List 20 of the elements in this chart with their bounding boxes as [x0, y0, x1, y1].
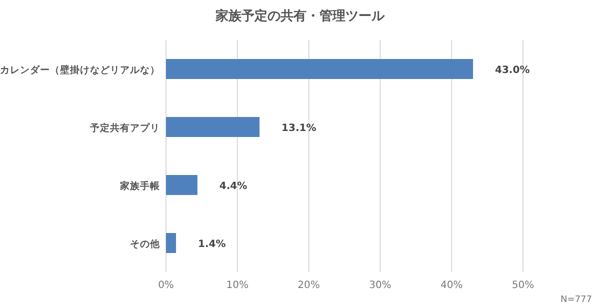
x-tick-label: 30%	[369, 280, 392, 291]
text: N=777	[560, 295, 592, 305]
bar	[166, 233, 176, 253]
x-tick-label: 10%	[226, 280, 249, 291]
y-tick-label: その他	[130, 238, 161, 250]
bar	[166, 117, 260, 137]
x-tick-label: 0%	[158, 280, 174, 291]
data-label: 13.1%	[282, 123, 316, 134]
data-label: 4.4%	[219, 181, 248, 192]
data-label: 43.0%	[495, 65, 530, 76]
data-label: 1.4%	[198, 239, 226, 250]
bar	[166, 175, 198, 195]
y-tick-label: 予定共有アプリ	[89, 122, 160, 134]
y-tick-label: カレンダー（壁掛けなどリアルな）	[0, 64, 160, 76]
x-tick-label: 50%	[512, 280, 534, 291]
bar	[166, 59, 474, 79]
x-tick-label: 20%	[298, 280, 320, 291]
y-tick-label: 家族手帳	[119, 180, 161, 192]
chart-title: 家族予定の共有・管理ツール	[214, 8, 386, 24]
x-tick-label: 40%	[440, 280, 463, 291]
